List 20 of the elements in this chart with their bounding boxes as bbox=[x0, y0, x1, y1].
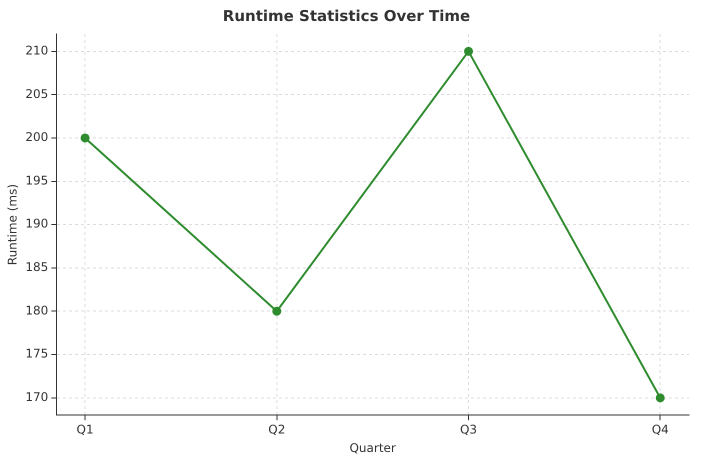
y-tick-label: 205 bbox=[25, 86, 48, 101]
y-tick-label: 180 bbox=[25, 303, 48, 318]
y-axis-title: Runtime (ms) bbox=[5, 184, 20, 266]
y-tick-label: 175 bbox=[25, 346, 48, 361]
point bbox=[272, 306, 282, 316]
y-tick-label: 200 bbox=[25, 130, 48, 144]
y-tick-label: 190 bbox=[25, 216, 48, 231]
point bbox=[656, 393, 665, 402]
y-tick-label: 210 bbox=[25, 43, 48, 58]
x-tick-label: Q1 bbox=[76, 422, 94, 437]
x-tick-label: Q4 bbox=[652, 422, 669, 437]
point bbox=[80, 133, 90, 142]
y-tick-label: 170 bbox=[25, 390, 48, 404]
x-tick-label: Q3 bbox=[460, 422, 478, 437]
point bbox=[464, 46, 474, 56]
chart-title: Runtime Statistics Over Time bbox=[222, 6, 470, 25]
x-tick-label: Q2 bbox=[268, 422, 286, 437]
y-tick-label: 195 bbox=[25, 173, 48, 188]
x-axis-title: Quarter bbox=[349, 440, 396, 455]
y-tick-label: 185 bbox=[25, 260, 48, 274]
